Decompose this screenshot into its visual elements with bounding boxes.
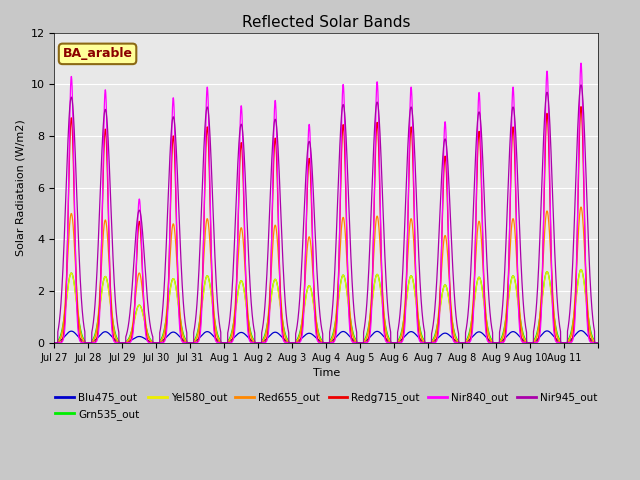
Redg715_out [376, 169, 383, 175]
Redg715_out [516, 322, 524, 327]
Blu475_out [346, 334, 354, 340]
Blu475_out [163, 334, 171, 339]
Nir840_out [594, 340, 602, 346]
Red655_out [51, 340, 58, 346]
Nir840_out [51, 340, 58, 346]
Legend: Blu475_out, Grn535_out, Yel580_out, Red655_out, Redg715_out, Nir840_out, Nir945_: Blu475_out, Grn535_out, Yel580_out, Red6… [51, 388, 601, 424]
Red655_out [577, 204, 585, 210]
X-axis label: Time: Time [312, 368, 340, 378]
Nir945_out [594, 340, 602, 346]
Grn535_out [577, 266, 585, 272]
Nir945_out [516, 232, 524, 238]
Red655_out [502, 315, 509, 321]
Nir840_out [516, 329, 524, 335]
Redg715_out [346, 324, 354, 330]
Blu475_out [476, 329, 483, 335]
Red655_out [346, 312, 354, 317]
Line: Nir945_out: Nir945_out [54, 85, 598, 343]
Nir945_out [502, 244, 509, 250]
Nir840_out [163, 322, 171, 328]
Yel580_out [163, 312, 171, 318]
Red655_out [476, 218, 483, 224]
Redg715_out [577, 104, 585, 109]
Yel580_out [476, 274, 483, 280]
Redg715_out [594, 340, 602, 346]
Blu475_out [51, 340, 58, 346]
Line: Nir840_out: Nir840_out [54, 63, 598, 343]
Red655_out [516, 309, 524, 315]
Grn535_out [51, 340, 58, 346]
Line: Blu475_out: Blu475_out [54, 331, 598, 343]
Yel580_out [502, 319, 509, 325]
Y-axis label: Solar Radiataion (W/m2): Solar Radiataion (W/m2) [15, 120, 25, 256]
Redg715_out [502, 327, 509, 333]
Red655_out [376, 230, 383, 236]
Yel580_out [577, 266, 585, 272]
Redg715_out [51, 340, 58, 346]
Blu475_out [502, 335, 509, 340]
Title: Reflected Solar Bands: Reflected Solar Bands [242, 15, 410, 30]
Nir945_out [163, 222, 171, 228]
Redg715_out [476, 129, 483, 134]
Nir945_out [346, 237, 354, 243]
Blu475_out [516, 334, 524, 340]
Red655_out [594, 340, 602, 346]
Yel580_out [346, 317, 354, 323]
Yel580_out [51, 340, 58, 346]
Grn535_out [516, 312, 524, 318]
Line: Grn535_out: Grn535_out [54, 269, 598, 343]
Nir945_out [476, 109, 483, 115]
Nir840_out [376, 151, 383, 157]
Yel580_out [516, 316, 524, 322]
Nir840_out [476, 90, 483, 96]
Nir840_out [577, 60, 585, 66]
Nir945_out [51, 340, 58, 346]
Blu475_out [577, 328, 585, 334]
Text: BA_arable: BA_arable [63, 48, 132, 60]
Redg715_out [163, 313, 171, 319]
Nir840_out [502, 333, 509, 338]
Line: Red655_out: Red655_out [54, 207, 598, 343]
Grn535_out [502, 316, 509, 322]
Grn535_out [376, 277, 383, 283]
Grn535_out [476, 274, 483, 280]
Red655_out [163, 303, 171, 309]
Blu475_out [376, 329, 383, 335]
Grn535_out [346, 314, 354, 320]
Blu475_out [594, 340, 602, 346]
Yel580_out [376, 278, 383, 284]
Yel580_out [594, 340, 602, 346]
Nir945_out [376, 118, 383, 124]
Nir945_out [577, 82, 585, 88]
Grn535_out [163, 310, 171, 315]
Line: Redg715_out: Redg715_out [54, 107, 598, 343]
Nir840_out [346, 331, 354, 336]
Line: Yel580_out: Yel580_out [54, 269, 598, 343]
Grn535_out [594, 340, 602, 346]
